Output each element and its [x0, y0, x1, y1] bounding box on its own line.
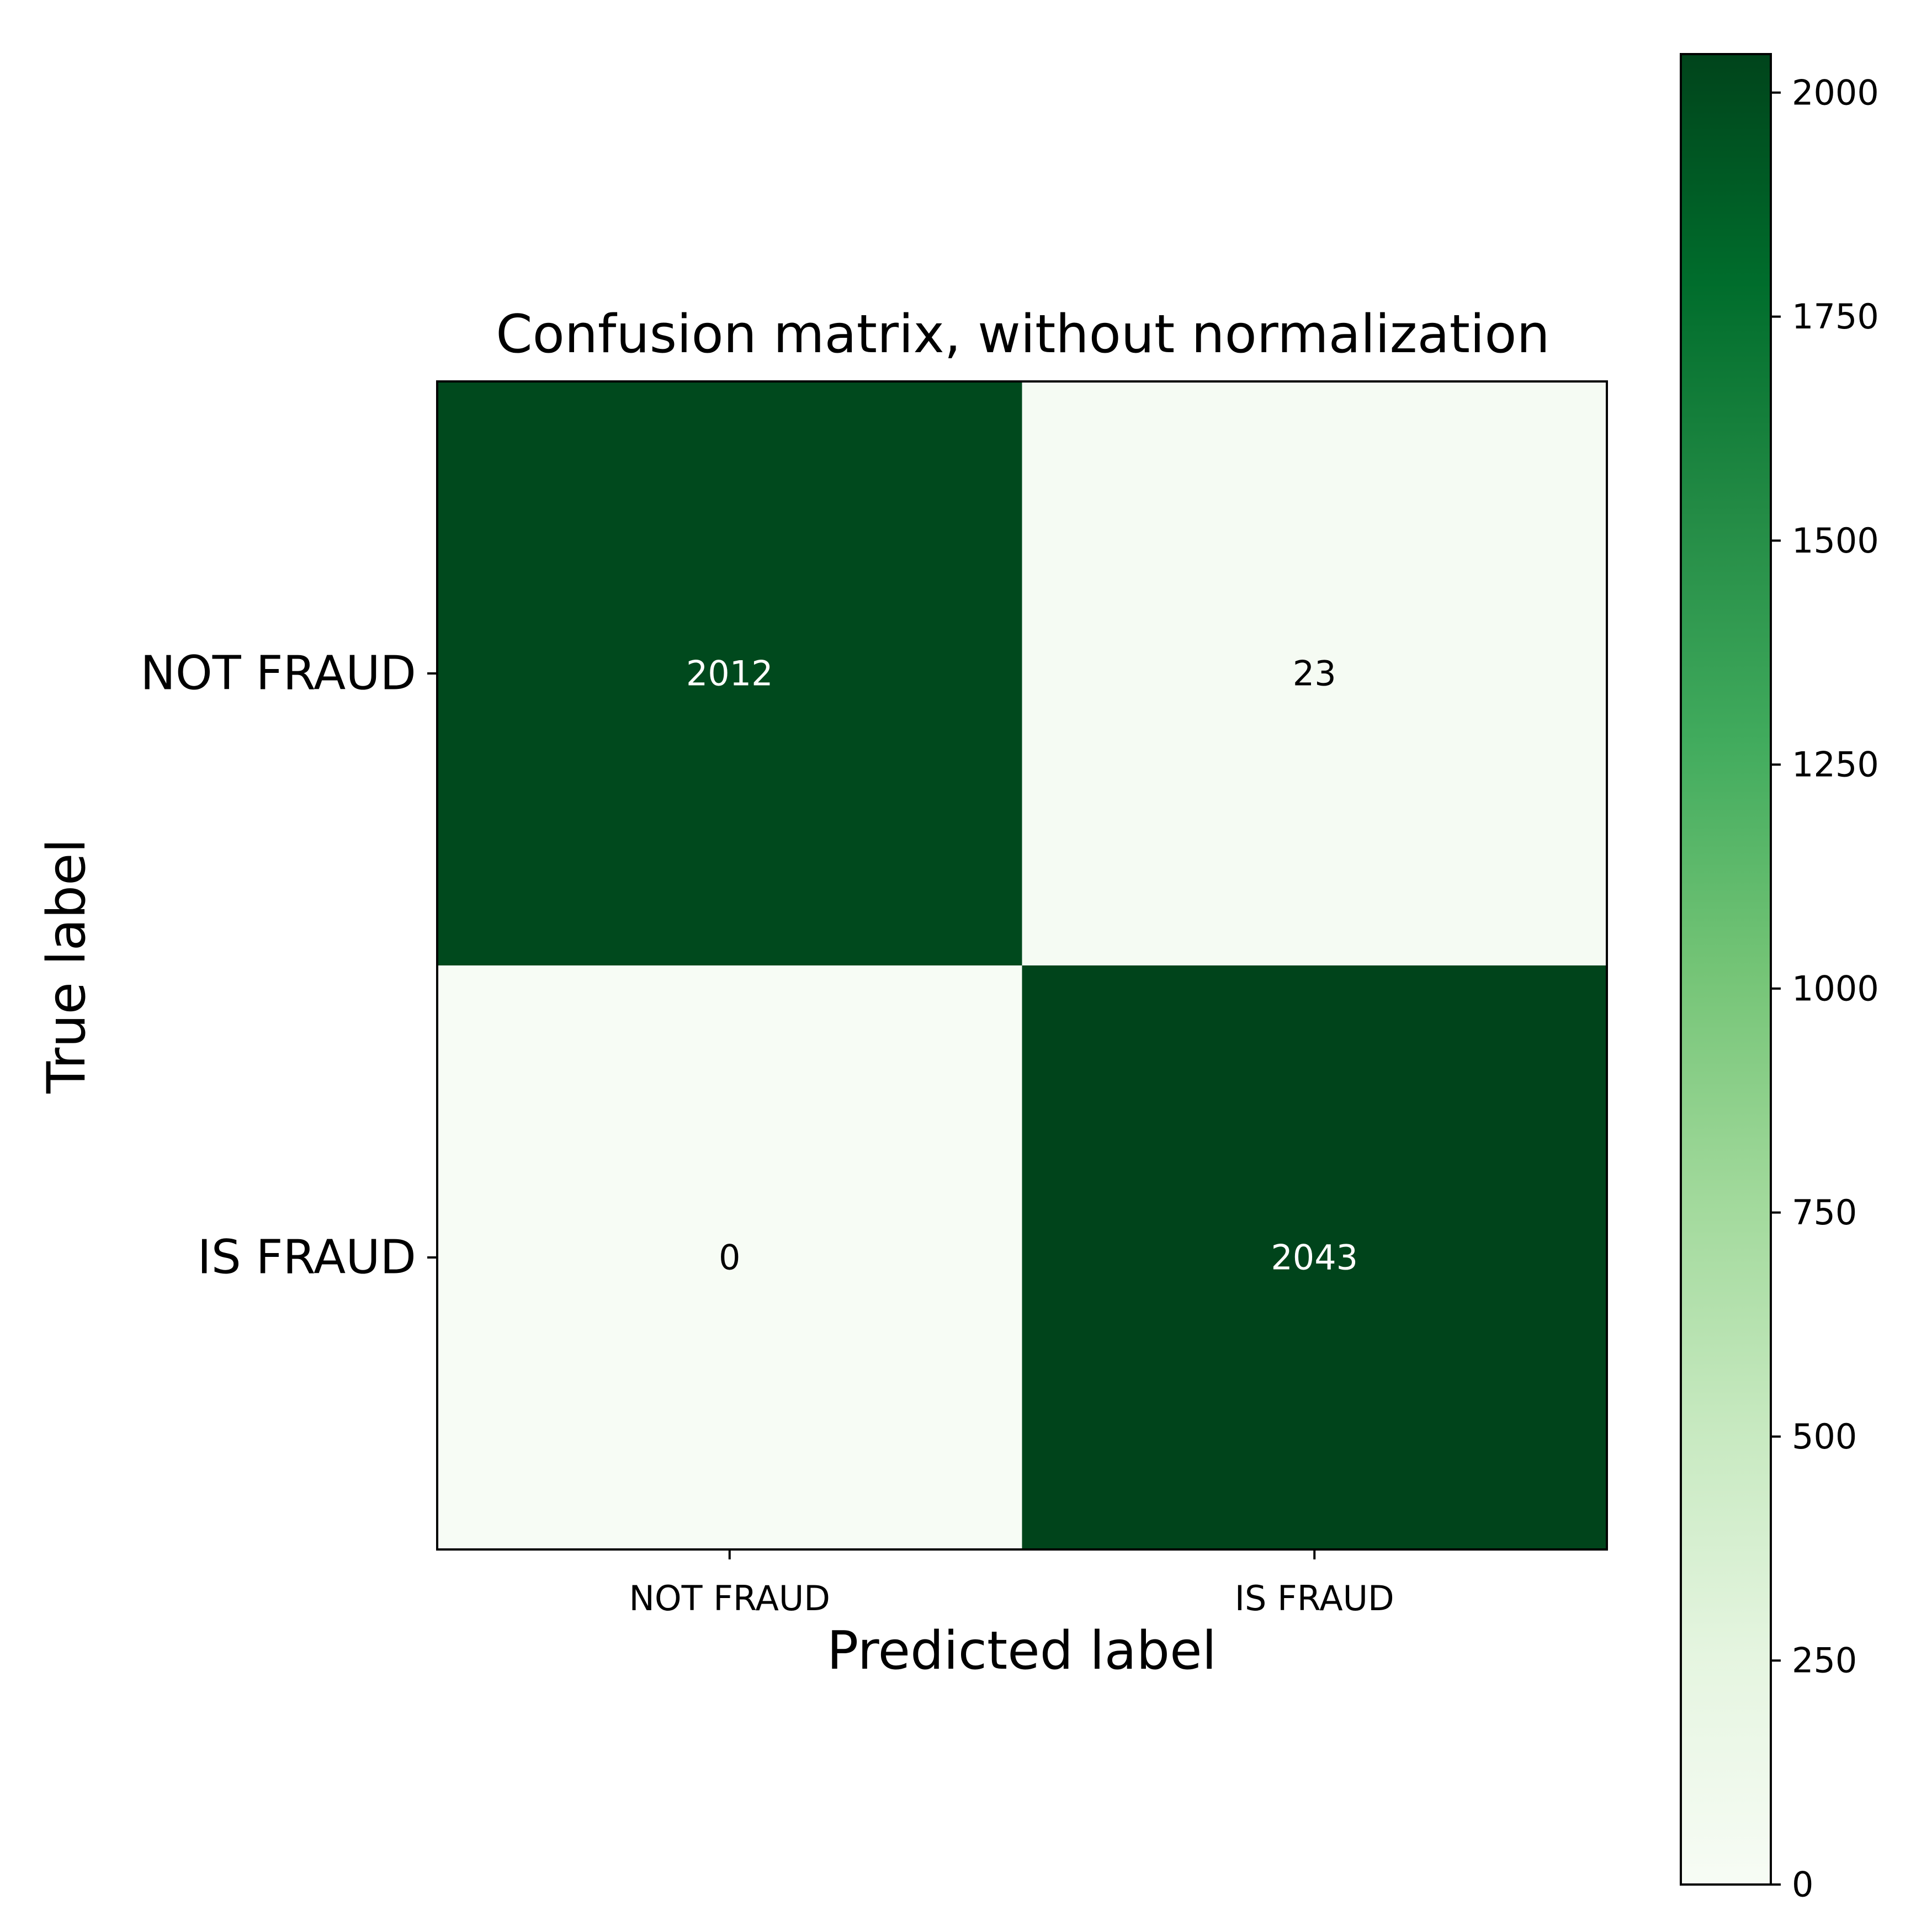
colorbar-tick-label: 1000: [1792, 968, 1879, 1009]
colorbar-tick-label: 500: [1792, 1416, 1857, 1457]
x-axis-label: Predicted label: [827, 1621, 1217, 1681]
colorbar-tick-label: 1500: [1792, 521, 1879, 561]
cell-value-label: 2043: [1271, 1238, 1358, 1278]
y-tick-label: IS FRAUD: [198, 1230, 416, 1285]
y-tick-label: NOT FRAUD: [140, 646, 416, 701]
y-axis-ticks: NOT FRAUD IS FRAUD: [140, 646, 437, 1285]
colorbar: [1680, 53, 1772, 1886]
matrix-cells: [437, 381, 1607, 1549]
matrix-cell: [437, 965, 1022, 1549]
colorbar-tick-label: 0: [1792, 1865, 1813, 1905]
x-tick-label: NOT FRAUD: [629, 1578, 830, 1618]
matrix-cell: [1022, 381, 1607, 965]
chart-title: Confusion matrix, without normalization: [496, 304, 1549, 365]
plot-frame: [436, 380, 1608, 1551]
matrix-cell: [1022, 965, 1607, 1549]
cell-value-label: 23: [1293, 654, 1336, 694]
cell-value-label: 2012: [686, 654, 773, 694]
y-axis-label: True label: [36, 838, 97, 1094]
colorbar-tick-label: 750: [1792, 1192, 1857, 1233]
colorbar-ticks: 0 250 500 750 1000 1250 1500 1750 2000: [1771, 72, 1879, 1905]
colorbar-tick-label: 1250: [1792, 745, 1879, 785]
colorbar-tick-label: 250: [1792, 1641, 1857, 1681]
colorbar-tick-label: 2000: [1792, 72, 1879, 113]
colorbar-tick-label: 1750: [1792, 296, 1879, 337]
matrix-cell-labels: 2012 23 0 2043: [686, 654, 1358, 1278]
cell-value-label: 0: [719, 1238, 740, 1278]
x-axis-ticks: NOT FRAUD IS FRAUD: [629, 1549, 1394, 1618]
x-tick-label: IS FRAUD: [1235, 1578, 1394, 1618]
matrix-cell: [437, 381, 1022, 965]
